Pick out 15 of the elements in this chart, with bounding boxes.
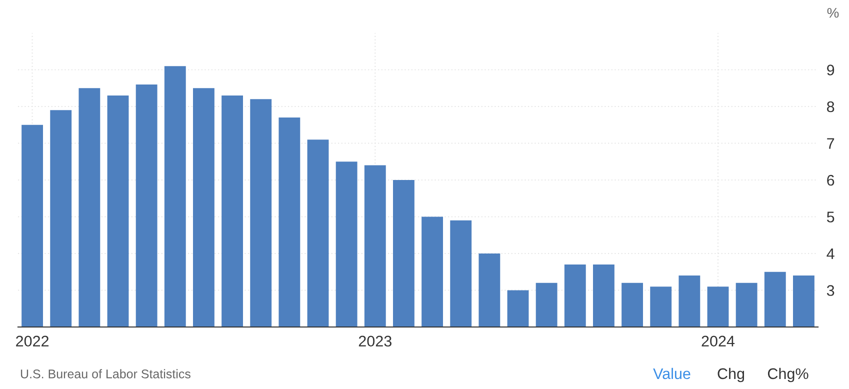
y-tick-label: 5 — [826, 212, 834, 222]
text: Chg% — [768, 368, 808, 382]
text: U.S. Bureau of Labor Statistics — [20, 369, 190, 378]
x-tick-label: 2024 — [702, 336, 735, 347]
x-tick-label: 2022 — [16, 336, 49, 347]
text: Value — [653, 368, 690, 380]
text: Chg — [718, 368, 744, 382]
x-tick-label: 2023 — [358, 336, 392, 347]
y-tick-label: 4 — [826, 248, 834, 260]
y-tick-label: 8 — [826, 101, 834, 112]
y-tick-label: 9 — [827, 64, 834, 76]
y-axis-title: % — [827, 8, 839, 18]
y-tick-label: 7 — [827, 138, 834, 149]
y-tick-label: 6 — [827, 174, 834, 186]
y-tick-label: 3 — [826, 285, 834, 296]
